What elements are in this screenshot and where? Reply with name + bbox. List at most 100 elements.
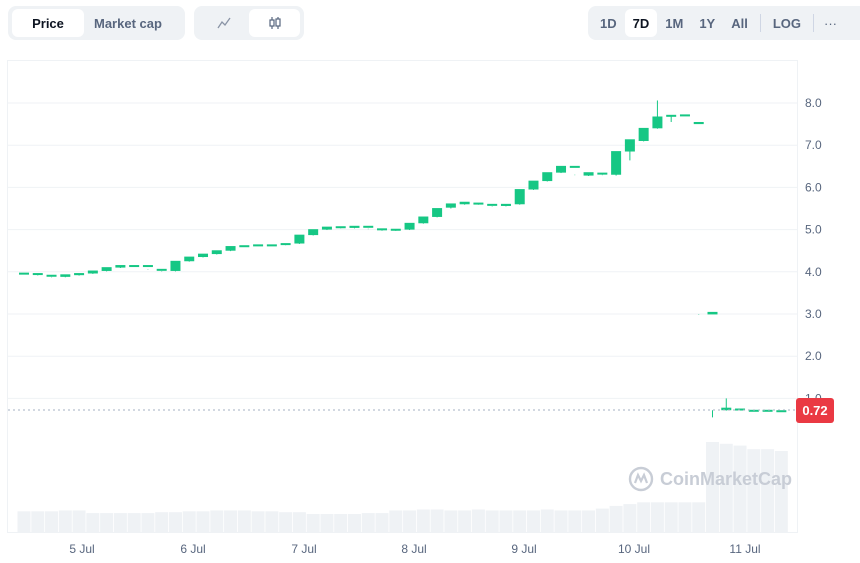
more-options-button[interactable]: ···	[824, 15, 838, 31]
range-7d[interactable]: 7D	[624, 9, 658, 37]
candle	[556, 165, 567, 174]
candle-body	[418, 216, 429, 224]
candle	[445, 203, 456, 209]
log-scale-button[interactable]: LOG	[772, 15, 802, 31]
volume-bar	[155, 512, 169, 532]
candle	[349, 225, 360, 229]
candle	[693, 121, 704, 315]
candle-body	[500, 203, 511, 206]
candle	[335, 226, 346, 229]
volume-bar	[444, 510, 458, 532]
volume-bar	[237, 510, 251, 532]
y-tick-label: 5.0	[805, 223, 822, 237]
candlestick-button[interactable]	[249, 9, 300, 37]
volume-bar	[196, 511, 210, 532]
volume-bar	[347, 514, 361, 532]
volume-bar	[334, 514, 348, 532]
candle-body	[184, 256, 195, 262]
candle	[129, 265, 140, 268]
x-tick-label: 10 Jul	[618, 542, 650, 556]
candle-body	[32, 273, 43, 276]
candle-body	[308, 229, 319, 236]
volume-bar	[582, 510, 596, 532]
candle-body	[542, 172, 553, 182]
range-1y[interactable]: 1Y	[699, 15, 716, 31]
candle	[432, 208, 443, 218]
candle-body	[335, 226, 346, 229]
volume-bar	[692, 502, 706, 532]
range-toggle: 1D 7D 1M 1Y All LOG ···	[588, 6, 860, 40]
tab-price[interactable]: Price	[12, 9, 84, 37]
volume-bar	[100, 513, 114, 532]
volume-bar	[320, 514, 334, 532]
candle	[294, 234, 305, 244]
candle-body	[693, 121, 704, 125]
volume-bar	[623, 504, 637, 532]
candle	[528, 180, 539, 190]
volume-bar	[471, 509, 485, 532]
candle-body	[129, 265, 140, 268]
candle-body	[707, 311, 718, 315]
candle	[198, 253, 209, 258]
candle-body	[198, 253, 209, 258]
current-price-badge: 0.72	[796, 398, 834, 423]
volume-bar	[17, 511, 31, 532]
volume-bar	[31, 511, 45, 532]
candle-body	[583, 172, 594, 176]
candle	[611, 151, 622, 176]
candle-body	[211, 250, 222, 255]
candle-body	[156, 268, 167, 271]
volume-bar	[637, 502, 651, 532]
candle	[666, 114, 677, 122]
candle-body	[445, 203, 456, 208]
y-tick-label: 8.0	[805, 96, 822, 110]
candle-body	[142, 265, 153, 268]
candle	[280, 243, 291, 246]
x-tick-label: 8 Jul	[401, 542, 426, 556]
volume-bar	[761, 449, 775, 532]
candle-body	[432, 208, 443, 217]
candle-body	[473, 202, 484, 205]
candle-body	[101, 267, 112, 271]
candle-body	[611, 151, 622, 175]
volume-bar	[650, 502, 664, 532]
candle	[101, 267, 112, 272]
tab-market-cap[interactable]: Market cap	[94, 15, 162, 31]
volume-bar	[499, 510, 513, 532]
candle	[156, 268, 167, 272]
volume-bar	[458, 510, 472, 532]
candle	[87, 270, 98, 274]
volume-bar	[113, 513, 127, 532]
candle-body	[487, 203, 498, 206]
chart-type-toggle	[194, 6, 304, 40]
candle	[19, 272, 29, 275]
x-tick-label: 9 Jul	[511, 542, 536, 556]
candle-body	[46, 274, 57, 277]
candle	[597, 172, 608, 176]
range-all[interactable]: All	[731, 15, 748, 31]
candle	[707, 311, 718, 418]
line-chart-button[interactable]	[198, 9, 249, 37]
candle-body	[666, 114, 677, 117]
candle	[266, 244, 277, 247]
candle	[514, 189, 525, 205]
range-1d[interactable]: 1D	[600, 15, 617, 31]
candle	[542, 172, 553, 182]
candle-body	[638, 127, 649, 141]
volume-bar	[403, 510, 417, 532]
volume-bar	[375, 513, 389, 532]
y-tick-label: 6.0	[805, 180, 822, 194]
candle-body	[349, 225, 360, 228]
candle	[60, 274, 71, 278]
volume-bar	[513, 510, 527, 532]
volume-bar	[168, 512, 182, 532]
x-tick-label: 7 Jul	[291, 542, 316, 556]
line-chart-icon	[216, 17, 231, 29]
candle-body	[115, 265, 126, 268]
candle	[404, 222, 415, 231]
candle	[735, 408, 746, 411]
range-1m[interactable]: 1M	[665, 15, 684, 31]
candle-body	[321, 226, 332, 230]
volume-bar	[733, 445, 747, 532]
candle-body	[225, 246, 236, 251]
